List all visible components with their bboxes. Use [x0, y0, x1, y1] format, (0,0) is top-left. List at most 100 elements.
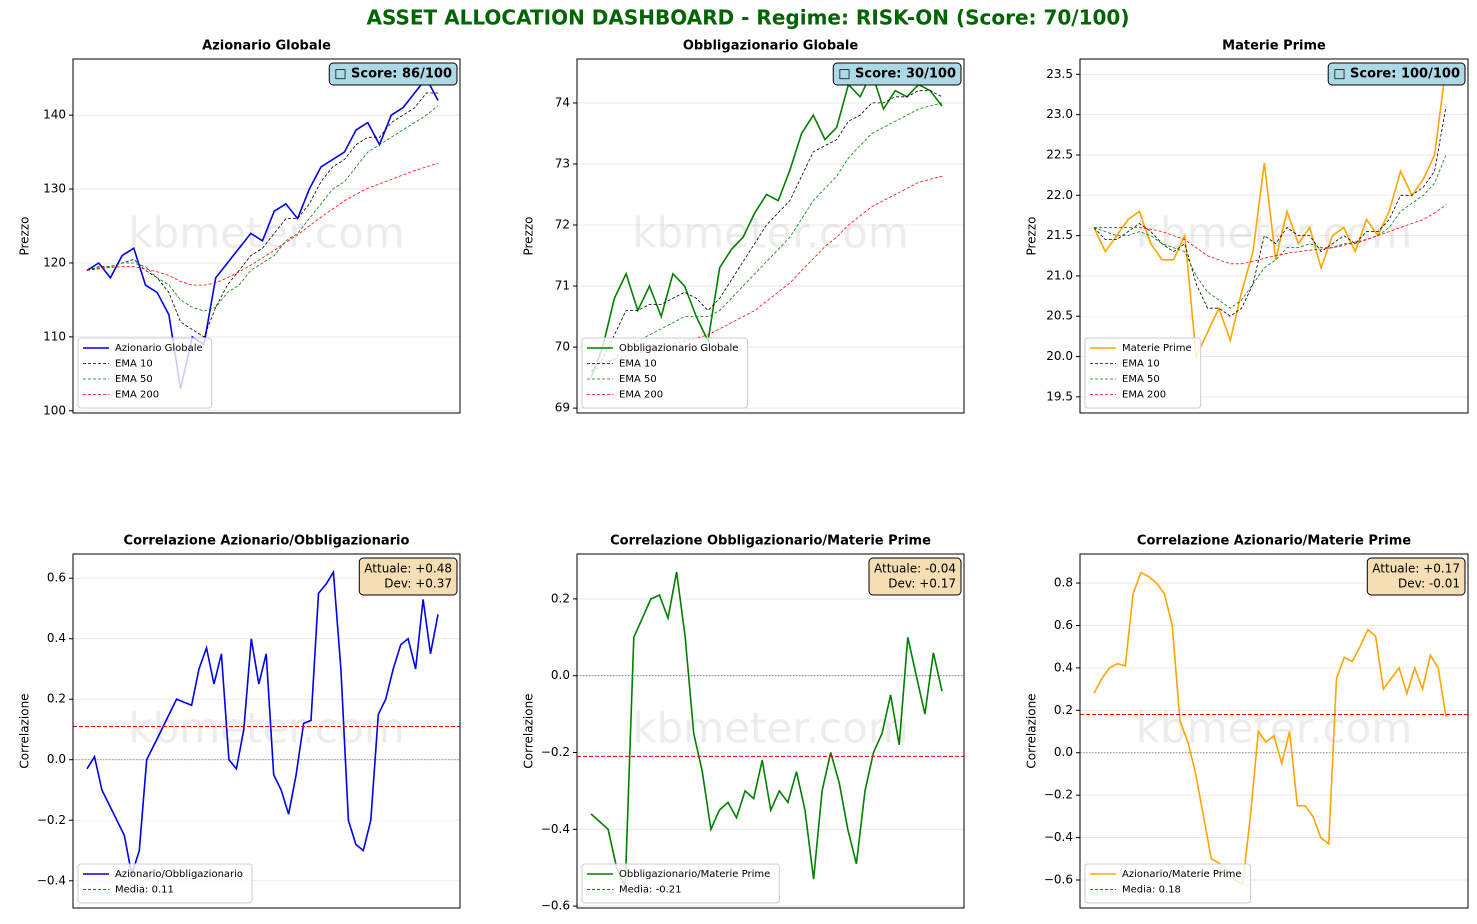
- y-tick-label: 22.0: [1046, 188, 1073, 202]
- y-tick-label: 0.0: [1054, 745, 1073, 759]
- plot-area: [1080, 571, 1468, 886]
- legend-label: EMA 10: [619, 359, 657, 370]
- y-tick-label: −0.6: [1044, 873, 1073, 887]
- axes-frame: [1079, 58, 1469, 414]
- y-axis-label: Correlazione: [18, 693, 32, 768]
- y-tick-label: 21.5: [1046, 228, 1073, 242]
- series-line: [590, 175, 943, 366]
- legend-label: Obbligazionario/Materie Prime: [619, 869, 770, 880]
- legend-label: Azionario Globale: [115, 343, 203, 354]
- y-tick-label: −0.2: [37, 813, 66, 827]
- series-line: [1093, 571, 1447, 886]
- score-badge: □ Score: 86/100: [334, 67, 452, 82]
- score-badge: □ Score: 30/100: [838, 67, 956, 82]
- watermark: kbmeter.com: [632, 209, 909, 258]
- badge-box: [328, 62, 458, 86]
- legend-label: Media: 0.11: [115, 885, 174, 896]
- page-title: ASSET ALLOCATION DASHBOARD - Regime: RIS…: [366, 6, 1129, 30]
- stat-note: Dev: +0.37: [384, 577, 452, 591]
- y-tick-label: 0.0: [47, 752, 66, 766]
- series-line: [1093, 154, 1447, 309]
- stat-note: Attuale: +0.48: [364, 562, 452, 576]
- y-tick-label: 0.4: [47, 631, 66, 645]
- legend-label: Azionario/Obbligazionario: [115, 869, 243, 880]
- legend-label: EMA 50: [1122, 374, 1160, 385]
- watermark: kbmeter.com: [128, 209, 405, 258]
- badge-box: [832, 62, 962, 86]
- legend-label: Azionario/Materie Prime: [1122, 869, 1242, 880]
- legend-label: EMA 200: [115, 390, 159, 401]
- note-box: [868, 557, 962, 596]
- y-tick-label: 100: [43, 403, 66, 417]
- axes-frame: [72, 58, 461, 414]
- legend-box: [77, 337, 213, 409]
- y-tick-label: 120: [43, 255, 66, 269]
- y-tick-label: 0.2: [47, 692, 66, 706]
- axes-frame: [1079, 553, 1469, 909]
- legend-label: EMA 10: [1122, 359, 1160, 370]
- series-line: [86, 162, 439, 286]
- y-tick-label: 71: [555, 279, 570, 293]
- y-tick-label: 0.6: [47, 571, 66, 585]
- y-tick-label: 0.8: [1054, 576, 1073, 590]
- note-box: [1366, 557, 1466, 596]
- panel-title: Correlazione Azionario/Materie Prime: [1137, 534, 1411, 549]
- series-line: [590, 70, 943, 378]
- panel-title: Correlazione Obbligazionario/Materie Pri…: [610, 534, 931, 549]
- y-tick-label: −0.6: [541, 899, 570, 913]
- y-tick-label: 23.5: [1046, 67, 1073, 81]
- y-tick-label: 130: [43, 182, 66, 196]
- axes-frame: [576, 58, 965, 414]
- y-tick-label: 19.5: [1046, 389, 1073, 403]
- y-tick-label: 22.5: [1046, 147, 1073, 161]
- y-tick-label: 21.0: [1046, 268, 1073, 282]
- y-axis-label: Prezzo: [1025, 216, 1039, 255]
- watermark: kbmeter.com: [128, 704, 405, 753]
- series-line: [86, 92, 438, 338]
- stat-note: Attuale: +0.17: [1372, 562, 1460, 576]
- series-line: [86, 569, 439, 875]
- legend-label: EMA 50: [115, 374, 153, 385]
- legend-label: Materie Prime: [1122, 343, 1192, 354]
- series-line: [590, 90, 943, 372]
- y-tick-label: −0.2: [541, 745, 570, 759]
- panel-title: Obbligazionario Globale: [683, 39, 859, 54]
- legend-label: EMA 10: [115, 359, 153, 370]
- y-axis-label: Prezzo: [522, 216, 536, 255]
- legend-label: Media: -0.21: [619, 885, 681, 896]
- legend-box: [1084, 337, 1202, 409]
- y-tick-label: 20.0: [1046, 349, 1073, 363]
- panel-title: Materie Prime: [1222, 39, 1326, 54]
- y-tick-label: −0.4: [37, 873, 66, 887]
- note-box: [358, 557, 458, 596]
- panel-title: Correlazione Azionario/Obbligazionario: [124, 534, 410, 549]
- y-tick-label: 0.0: [551, 668, 570, 682]
- plot-area: [1093, 66, 1447, 360]
- score-badge: □ Score: 100/100: [1333, 67, 1460, 82]
- legend-label: EMA 50: [619, 374, 657, 385]
- legend-box: [1084, 863, 1252, 904]
- y-tick-label: −0.2: [1044, 788, 1073, 802]
- panel-title: Azionario Globale: [202, 39, 331, 54]
- watermark: kbmeter.com: [632, 704, 909, 753]
- y-tick-label: 69: [555, 401, 570, 415]
- plot-area: [577, 571, 964, 888]
- axes-frame: [576, 553, 965, 909]
- series-line: [1093, 106, 1447, 317]
- y-tick-label: 0.6: [1054, 618, 1073, 632]
- watermark: kbmeter.com: [1136, 704, 1413, 753]
- legend-label: EMA 200: [1122, 390, 1166, 401]
- series-line: [1094, 204, 1447, 265]
- y-axis-label: Prezzo: [18, 216, 32, 255]
- plot-area: [86, 76, 439, 389]
- y-tick-label: 140: [43, 108, 66, 122]
- legend-box: [581, 337, 748, 409]
- axes-frame: [72, 553, 461, 909]
- y-tick-label: −0.4: [1044, 830, 1073, 844]
- series-line: [590, 571, 943, 888]
- stat-note: Dev: +0.17: [888, 577, 956, 591]
- y-tick-label: 73: [555, 156, 570, 170]
- stat-note: Dev: -0.01: [1398, 577, 1460, 591]
- y-tick-label: 0.2: [1054, 703, 1073, 717]
